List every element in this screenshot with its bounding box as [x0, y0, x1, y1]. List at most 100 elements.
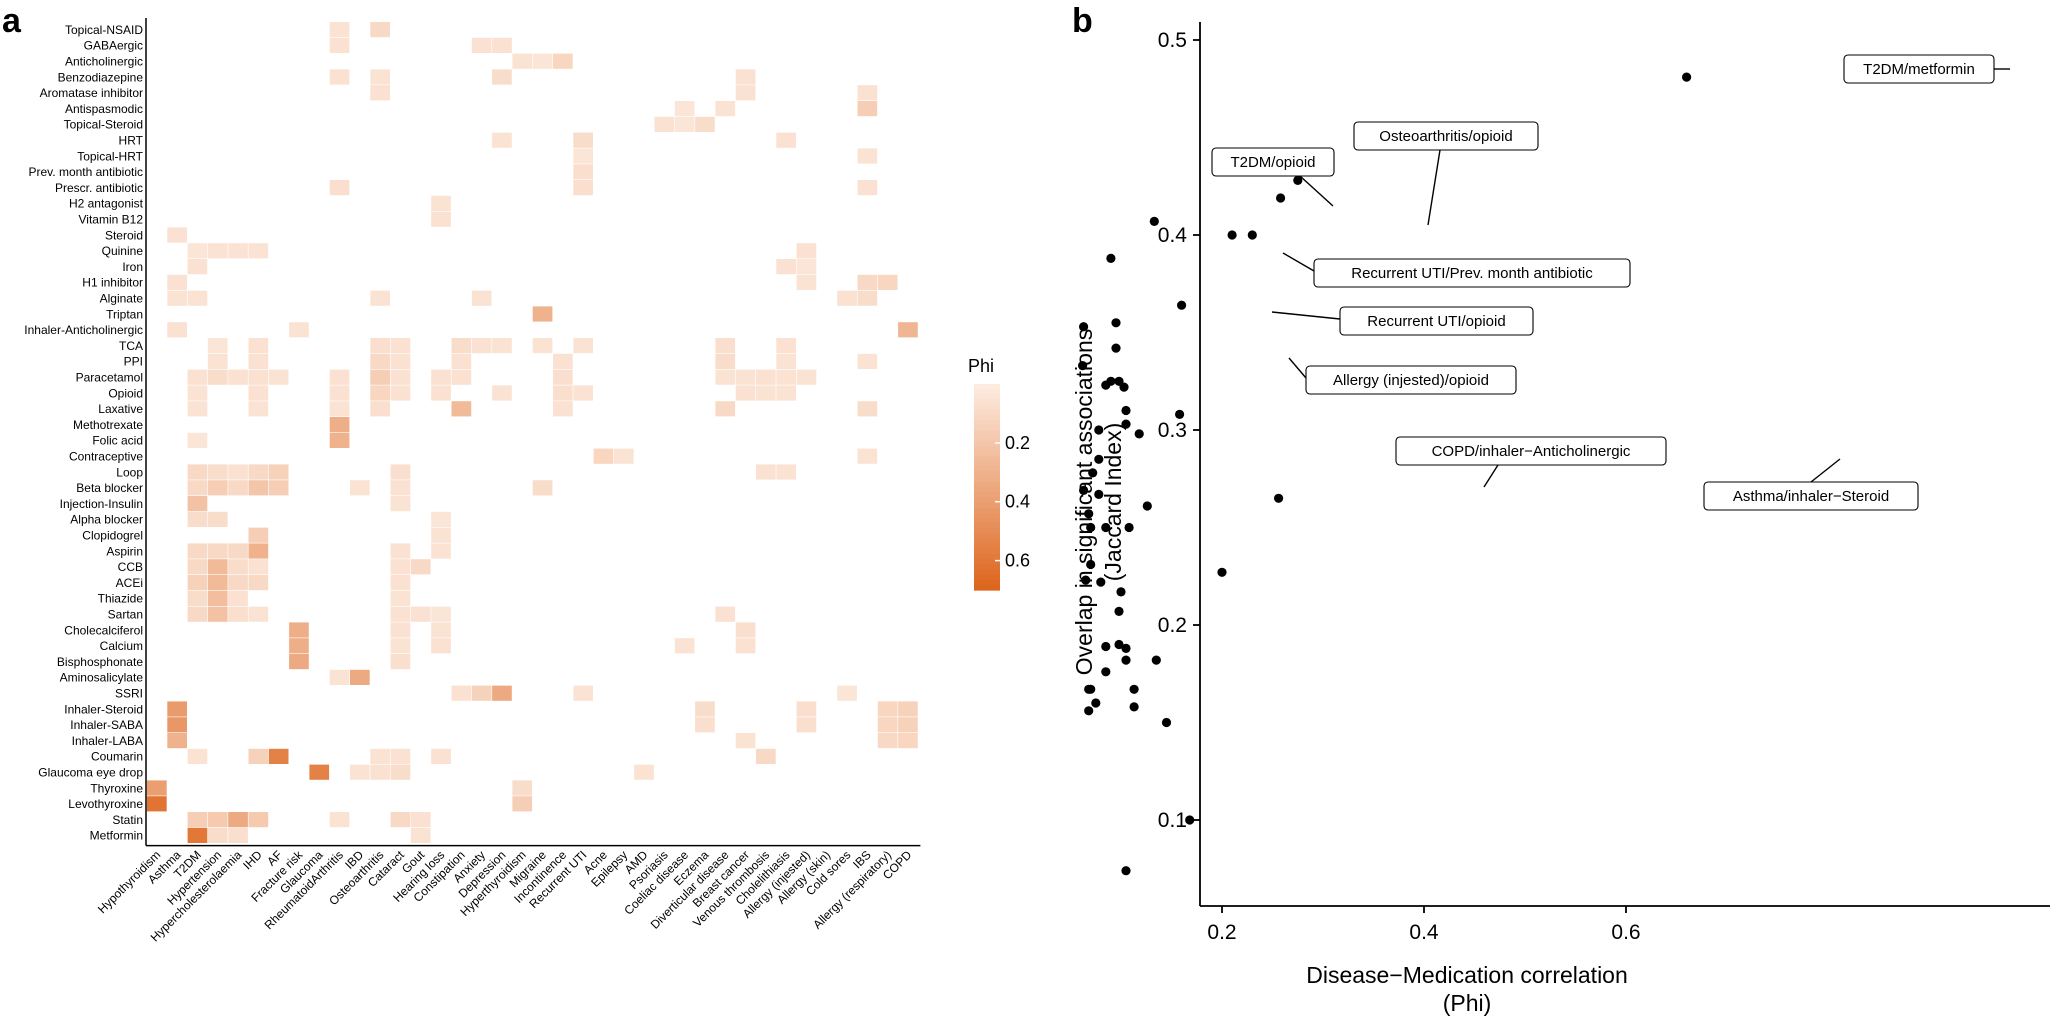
heatmap-cell-prescr-antibiotic-ibs: [857, 180, 878, 196]
heatmap-cell-injection-insulin-t2dm: [187, 496, 208, 512]
heatmap-cell-ssri-constipation: [451, 685, 472, 701]
scatter-point-25: [1094, 489, 1104, 499]
legend-swatch-13: [974, 450, 1000, 457]
heatmap-row-labels: Topical-NSAID GABAergic AnticholinergicBen…: [24, 23, 143, 843]
row-label-glaucoma-eye-drop: Glaucoma eye drop: [38, 766, 143, 780]
heatmap-cell-acei-cataract: [390, 575, 411, 591]
heatmap-cell-inhaler-anticholinergic-copd: [898, 322, 918, 338]
annotation-box-6: [1395, 436, 1667, 466]
heatmap-cell-beta-blocker-af: [268, 480, 289, 496]
heatmap-cell-opioid-hearing-loss: [431, 385, 451, 401]
heatmap-cell-steroid-asthma: [167, 227, 187, 243]
heatmap-cell-aminosalicylate-ibd: [350, 669, 370, 685]
heatmap-cell-folic-acid-rheumatoidarthritis: [329, 432, 350, 448]
x-axis-title: Disease−Medication correlation: [1306, 962, 1628, 988]
heatmap-cell-beta-blocker-ibd: [350, 480, 370, 496]
legend-swatch-17: [974, 471, 1000, 478]
heatmap-cell-paracetamol-ihd: [248, 369, 269, 385]
legend-swatch-7: [974, 420, 1000, 426]
row-label-clopidogrel: Clopidogrel: [82, 529, 143, 543]
heatmap-cell-laxative-t2dm: [187, 401, 208, 417]
heatmap-cell-tca-depression: [492, 338, 512, 354]
annotation-label-3: Recurrent UTI/Prev. month antibiotic: [1351, 265, 1593, 282]
heatmap-cell-h1-inhibitor-ibs: [857, 274, 878, 290]
heatmap-cell-beta-blocker-t2dm: [187, 480, 208, 496]
heatmap-cell-metformin-hypercholesterolaemia: [228, 827, 248, 843]
scatter-point-27: [1142, 501, 1152, 511]
scatter-annotations: T2DM/metformin Osteoarthritis/opioid T2DM/…: [1211, 54, 2010, 511]
heatmap-cell-thiazide-hypercholesterolaemia: [228, 590, 248, 606]
heatmap-cell-loop-ihd: [248, 464, 269, 480]
y-tick-label-1: 0.2: [1158, 614, 1187, 637]
heatmap-cell-acei-t2dm: [187, 575, 208, 591]
heatmap-cell-antispasmodic-coeliac-disease: [674, 101, 695, 117]
heatmap-cell-loop-cholelithiasis: [776, 464, 796, 480]
heatmap-cell-h2-antagonist-hearing-loss: [431, 195, 451, 211]
scatter-point-47: [1091, 698, 1101, 708]
heatmap-cell-inhaler-steroid-eczema: [695, 701, 715, 717]
scatter-point-31: [1124, 522, 1134, 533]
heatmap-cell-aromatase-inhibitor-breast-cancer: [735, 85, 756, 101]
scatter-point-20: [1134, 429, 1144, 439]
scatter-x-ticks: 0.2 0.4 0.6: [1207, 906, 1641, 944]
legend-swatch-5: [974, 409, 1000, 416]
column-label-ihd: IHD: [240, 848, 265, 873]
heatmap-cell-paracetamol-af: [268, 369, 289, 385]
row-label-statin: Statin: [112, 813, 143, 827]
legend-swatch-14: [974, 456, 1000, 462]
legend-swatch-4: [974, 404, 1000, 411]
scatter-y-ticks: 0.1 0.2 0.3 0.4 0.5: [1158, 29, 1200, 832]
scatter-point-17: [1175, 409, 1185, 419]
row-label-methotrexate: Methotrexate: [73, 418, 143, 432]
heatmap-cell-hrt-depression: [492, 132, 512, 148]
annotation-leader-5: [1288, 357, 1307, 379]
heatmap-cell-aspirin-ihd: [248, 543, 269, 559]
heatmap-cell-ppi-cataract: [390, 353, 411, 369]
heatmap-cell-laxative-rheumatoidarthritis: [329, 401, 350, 417]
legend-swatch-26: [974, 517, 1000, 524]
heatmap-cell-sartan-hypertension: [207, 606, 228, 622]
legend-swatch-2: [974, 394, 1000, 401]
heatmap-cell-ccb-t2dm: [187, 559, 208, 575]
heatmap-cell-calcium-hearing-loss: [431, 638, 451, 654]
heatmap-cell-loop-cataract: [390, 464, 411, 480]
heatmap-cell-topical-steroid-eczema: [695, 116, 715, 132]
heatmap-cell-metformin-t2dm: [187, 827, 208, 843]
heatmap-cell-inhaler-laba-breast-cancer: [735, 733, 756, 749]
legend-swatch-10: [974, 435, 1000, 442]
scatter-point-49: [1084, 706, 1094, 716]
legend-swatch-3: [974, 399, 1000, 406]
scatter-point-2: [1276, 193, 1286, 203]
row-label-benzodiazepine: Benzodiazepine: [58, 70, 144, 84]
heatmap-cell-h1-inhibitor-allergy-respiratory: [877, 274, 898, 290]
row-label-quinine: Quinine: [102, 244, 144, 258]
heatmap-cell-paracetamol-t2dm: [187, 369, 208, 385]
row-label-alginate: Alginate: [100, 292, 144, 306]
heatmap-cell-opioid-recurrent-uti: [573, 385, 593, 401]
y-tick-label-0: 0.1: [1158, 809, 1187, 832]
heatmap-cell-benzodiazepine-osteoarthritis: [370, 69, 390, 85]
annotation-label-4: Recurrent UTI/opioid: [1367, 313, 1505, 330]
heatmap-cell-coumarin-af: [268, 748, 289, 764]
scatter-point-42: [1151, 655, 1161, 665]
heatmap-cell-laxative-ibs: [857, 401, 878, 417]
heatmap-cell-prescr-antibiotic-recurrent-uti: [573, 180, 593, 196]
heatmap-cell-levothyroxine-hyperthyroidism: [512, 796, 533, 812]
y-axis-title: Overlap in significant associations: [1071, 329, 1097, 675]
scatter-point-30: [1101, 522, 1111, 533]
heatmap-cell-tca-constipation: [451, 338, 472, 354]
scatter-point-46: [1129, 684, 1139, 694]
heatmap-cell-antispasmodic-ibs: [857, 101, 878, 117]
scatter-point-33: [1217, 567, 1227, 577]
heatmap-cell-inhaler-anticholinergic-fracture-risk: [289, 322, 309, 338]
heatmap-cell-statin-rheumatoidarthritis: [329, 812, 350, 828]
heatmap-cell-laxative-osteoarthritis: [370, 401, 390, 417]
heatmap-cell-beta-blocker-hypercholesterolaemia: [228, 480, 248, 496]
heatmap-cell-ssri-anxiety: [471, 685, 492, 701]
legend-swatch-19: [974, 481, 1000, 488]
heatmap-cell-paracetamol-breast-cancer: [735, 369, 756, 385]
legend-swatch-23: [974, 502, 1000, 509]
legend-swatch-6: [974, 414, 1000, 421]
heatmap-cell-ccb-ihd: [248, 559, 269, 575]
heatmap-cell-topical-nsaid-osteoarthritis: [370, 22, 390, 38]
